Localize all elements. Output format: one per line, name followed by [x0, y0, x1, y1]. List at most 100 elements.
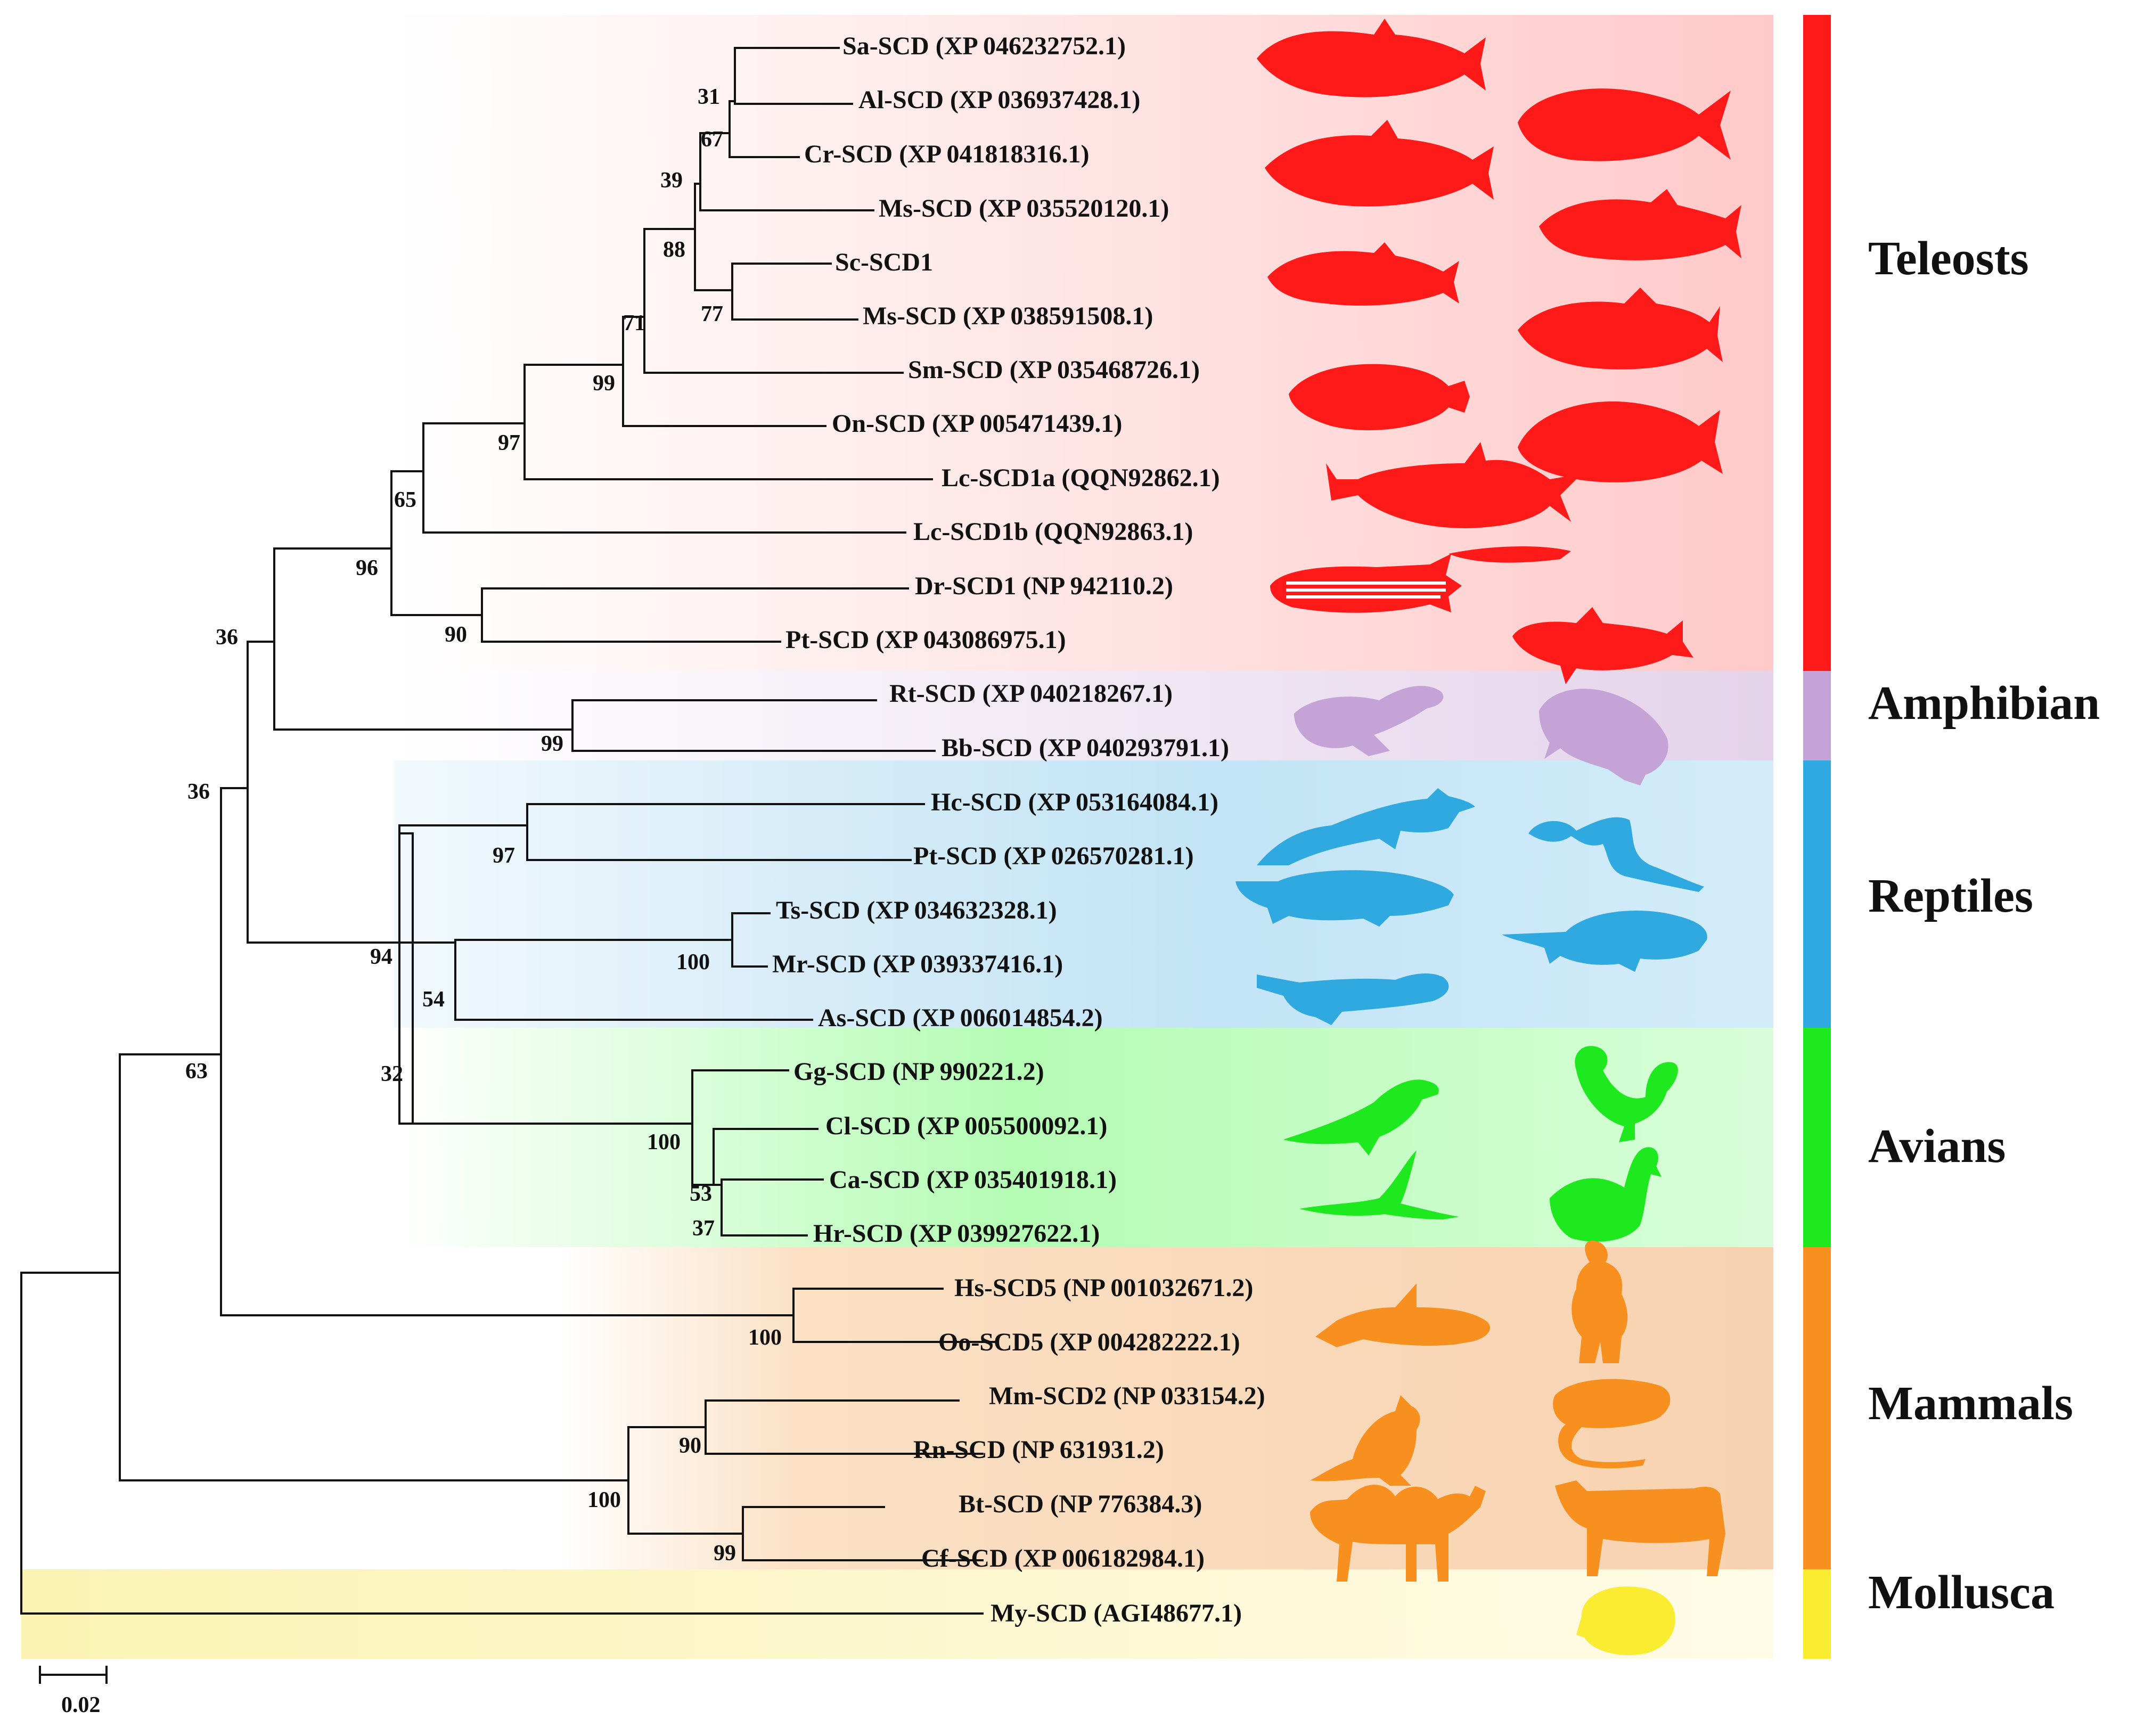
cow-icon — [1555, 1480, 1725, 1576]
tree-branch — [742, 1506, 984, 1561]
tree-branch — [643, 228, 904, 374]
bootstrap-value: 65 — [394, 488, 416, 512]
leaf-label: Lc-SCD1b (QQN92863.1) — [913, 518, 1193, 546]
tree-branch — [734, 47, 853, 105]
sidebar-reptiles — [1803, 760, 1831, 1028]
leaf-label: Gg-SCD (NP 990221.2) — [793, 1058, 1044, 1086]
fish-icon — [1539, 189, 1741, 260]
leaf-label: Ts-SCD (XP 034632328.1) — [776, 896, 1057, 924]
leaf-label: Cr-SCD (XP 041818316.1) — [804, 140, 1090, 168]
crocodile-icon — [1257, 973, 1449, 1025]
tree-branch — [694, 183, 733, 291]
bootstrap-value: 32 — [381, 1062, 403, 1086]
human-icon — [1572, 1241, 1628, 1363]
leaf-label: On-SCD (XP 005471439.1) — [832, 410, 1122, 438]
fish-icon — [1326, 442, 1582, 563]
leaf-label: Oo-SCD5 (XP 004282222.1) — [938, 1328, 1240, 1356]
leaf-label: Sc-SCD1 — [835, 248, 933, 276]
camel-icon — [1310, 1485, 1486, 1582]
leaf-label: Ms-SCD (XP 038591508.1) — [863, 302, 1153, 330]
mouse-icon — [1310, 1395, 1420, 1486]
scale-bar: 0.02 — [39, 1666, 108, 1717]
leaf-label: Sm-SCD (XP 035468726.1) — [908, 356, 1200, 384]
lizard-icon — [1257, 788, 1475, 865]
sidebar-teleosts — [1803, 15, 1831, 671]
bootstrap-value: 77 — [701, 302, 723, 326]
bootstrap-value: 54 — [422, 987, 445, 1012]
tree-branch — [731, 912, 768, 968]
fish-icon — [1265, 120, 1494, 207]
band-avians — [394, 1028, 1773, 1247]
rat-icon — [1553, 1379, 1671, 1469]
tree-branch — [481, 587, 781, 643]
fish-icon — [1518, 88, 1731, 161]
bootstrap-value: 99 — [541, 732, 563, 756]
bootstrap-value: 67 — [701, 127, 723, 152]
fish-icon — [1518, 288, 1723, 370]
fish-icon — [1518, 401, 1723, 482]
clade-label-mammals: Mammals — [1868, 1377, 2073, 1430]
bootstrap-value: 53 — [690, 1182, 712, 1206]
tree-branch — [792, 1288, 997, 1343]
scale-bar-label: 0.02 — [61, 1693, 101, 1717]
leaf-label: Pt-SCD (XP 043086975.1) — [785, 626, 1066, 654]
leaf-label: Ms-SCD (XP 035520120.1) — [879, 194, 1169, 223]
fish-icon — [1257, 19, 1486, 97]
tree-branch — [721, 1178, 808, 1237]
leaf-label: Cl-SCD (XP 005500092.1) — [825, 1112, 1107, 1140]
bootstrap-value: 97 — [493, 844, 515, 868]
leaf-label: My-SCD (AGI48677.1) — [991, 1599, 1242, 1627]
bootstrap-value: 100 — [748, 1325, 782, 1350]
bootstrap-values: 31 67 39 88 77 71 99 97 65 96 90 36 99 3… — [185, 85, 782, 1566]
leaf-label: Bb-SCD (XP 040293791.1) — [942, 734, 1229, 762]
clade-label-mollusca: Mollusca — [1868, 1566, 2055, 1619]
lizard-icon — [1528, 817, 1704, 892]
tree-branch — [571, 699, 936, 752]
leaf-label: Lc-SCD1a (QQN92862.1) — [942, 464, 1220, 492]
leaf-label: Hc-SCD (XP 053164084.1) — [931, 788, 1218, 816]
bootstrap-value: 100 — [676, 950, 710, 975]
leaf-label: As-SCD (XP 006014854.2) — [818, 1004, 1103, 1032]
bootstrap-value: 90 — [445, 623, 467, 647]
frog-icon — [1539, 689, 1668, 785]
leaf-label: Bt-SCD (NP 776384.3) — [959, 1490, 1202, 1518]
tree-branch — [220, 787, 795, 1316]
leaf-label: Hs-SCD5 (NP 001032671.2) — [954, 1274, 1253, 1302]
fish-icon — [1270, 554, 1462, 613]
clade-sidebar — [1803, 15, 1831, 1659]
bootstrap-value: 63 — [185, 1059, 208, 1084]
bootstrap-value: 99 — [593, 371, 615, 396]
bootstrap-value: 100 — [587, 1488, 621, 1512]
sidebar-mollusca — [1803, 1569, 1831, 1659]
leaf-label: Ca-SCD (XP 035401918.1) — [829, 1166, 1117, 1194]
leaf-labels: Sa-SCD (XP 046232752.1) Al-SCD (XP 03693… — [772, 32, 1265, 1627]
swan-icon — [1550, 1147, 1662, 1242]
rooster-icon — [1575, 1046, 1678, 1142]
frog-icon — [1294, 685, 1444, 756]
tree-branch — [273, 547, 574, 731]
turtle-icon — [1235, 870, 1454, 927]
tree-branch — [20, 1272, 984, 1615]
leaf-label: Cf-SCD (XP 006182984.1) — [921, 1544, 1205, 1573]
tree-branch — [390, 470, 483, 616]
tree-branch — [731, 263, 858, 321]
bird-icon — [1283, 1079, 1439, 1156]
clade-label-reptiles: Reptiles — [1868, 870, 2033, 922]
clade-label-teleosts: Teleosts — [1868, 232, 2029, 285]
clade-label-amphibian: Amphibian — [1868, 677, 2100, 730]
tree-branch — [247, 641, 400, 944]
leaf-label: Rt-SCD (XP 040218267.1) — [889, 679, 1173, 708]
bootstrap-value: 97 — [498, 431, 520, 455]
tree-branch — [119, 1053, 629, 1481]
leaf-label: Mr-SCD (XP 039337416.1) — [772, 950, 1063, 978]
sidebar-amphibian — [1803, 671, 1831, 760]
fish-icon — [1289, 364, 1470, 430]
bootstrap-value: 36 — [187, 780, 210, 804]
bootstrap-value: 37 — [692, 1216, 715, 1241]
leaf-label: Al-SCD (XP 036937428.1) — [858, 86, 1140, 114]
fish-icon — [1512, 607, 1693, 684]
tree-branches — [20, 47, 997, 1615]
tree-branch — [627, 1426, 744, 1535]
bootstrap-value: 88 — [663, 238, 685, 262]
bootstrap-value: 90 — [679, 1434, 701, 1458]
